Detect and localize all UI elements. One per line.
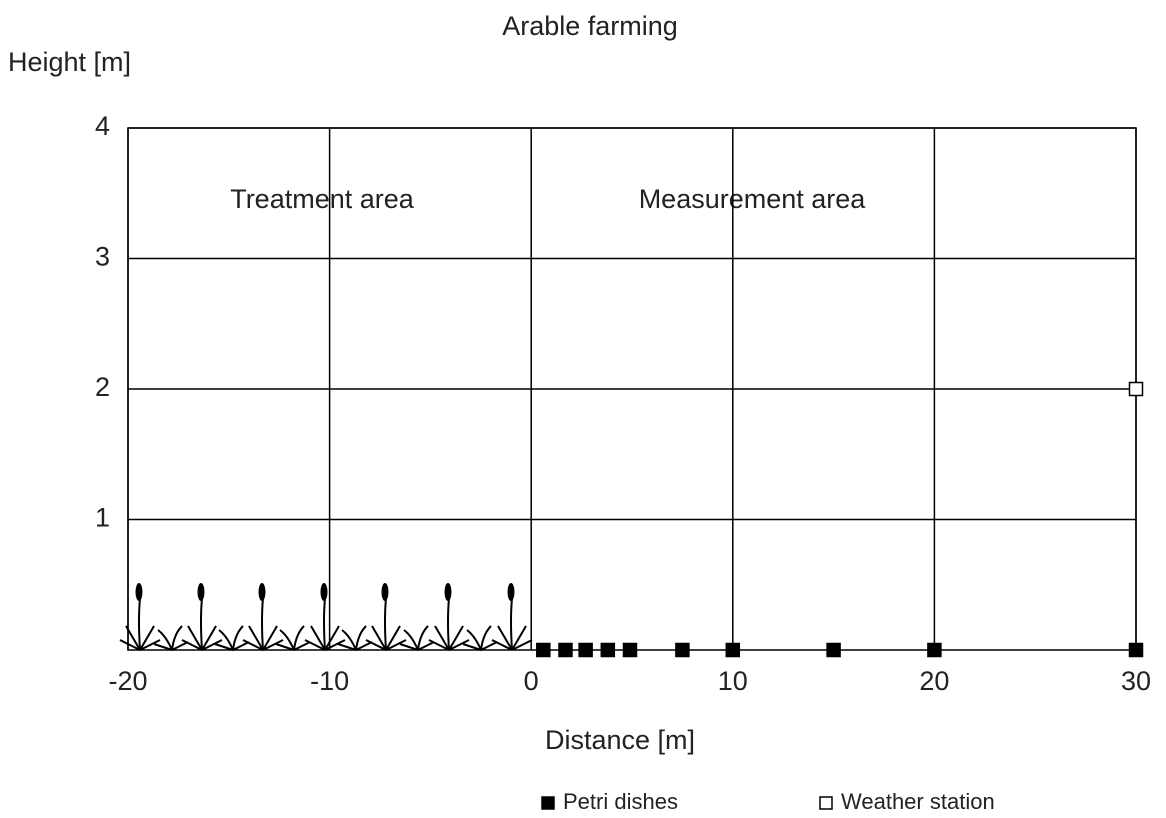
x-axis-label: Distance [m] bbox=[545, 725, 695, 755]
plant-ear bbox=[444, 583, 452, 601]
y-tick-label: 2 bbox=[95, 372, 110, 402]
plant-small bbox=[462, 625, 498, 651]
legend-label: Petri dishes bbox=[563, 789, 678, 814]
plant-leaves bbox=[304, 625, 346, 651]
marker bbox=[600, 642, 616, 658]
plant-ear bbox=[507, 583, 515, 601]
plant-leaves bbox=[181, 625, 223, 651]
plant-ear bbox=[135, 583, 143, 601]
marker bbox=[1128, 381, 1144, 397]
chart-title: Arable farming bbox=[502, 11, 678, 41]
marker bbox=[536, 642, 551, 658]
x-tick-label: 30 bbox=[1121, 666, 1151, 696]
plant-small bbox=[399, 625, 435, 651]
marker bbox=[927, 642, 942, 658]
crop-illustration bbox=[119, 583, 533, 651]
legend-marker bbox=[819, 796, 833, 810]
plant-ear bbox=[320, 583, 328, 601]
plant-leaves bbox=[428, 625, 470, 651]
plant bbox=[323, 597, 326, 651]
plant bbox=[200, 597, 203, 651]
y-tick-label: 3 bbox=[95, 242, 110, 272]
marker bbox=[675, 642, 690, 658]
marker bbox=[622, 642, 638, 658]
marker bbox=[558, 642, 573, 658]
marker bbox=[826, 642, 841, 658]
plant-leaves bbox=[365, 625, 407, 651]
legend-marker bbox=[541, 796, 555, 810]
annotation: Measurement area bbox=[639, 184, 867, 214]
plant-ear bbox=[258, 583, 266, 601]
plant-small bbox=[214, 625, 250, 651]
x-tick-label: -10 bbox=[310, 666, 349, 696]
plant-small bbox=[153, 625, 189, 651]
marker bbox=[578, 642, 593, 658]
y-tick-label: 4 bbox=[95, 111, 110, 141]
marker bbox=[1128, 642, 1144, 658]
plant bbox=[510, 597, 513, 651]
plant-ear bbox=[381, 583, 389, 601]
plant-small bbox=[275, 625, 311, 651]
plant bbox=[447, 597, 450, 651]
marker bbox=[725, 642, 741, 658]
plant-leaves bbox=[119, 625, 161, 651]
y-tick-label: 1 bbox=[95, 503, 110, 533]
plant bbox=[138, 597, 141, 651]
plant-ear bbox=[197, 583, 205, 601]
x-tick-label: -20 bbox=[108, 666, 147, 696]
x-tick-label: 20 bbox=[919, 666, 949, 696]
x-tick-label: 10 bbox=[718, 666, 748, 696]
x-tick-label: 0 bbox=[524, 666, 539, 696]
y-axis-label: Height [m] bbox=[8, 47, 131, 77]
plant bbox=[261, 597, 264, 651]
plant-small bbox=[337, 625, 373, 651]
plant bbox=[384, 597, 387, 651]
plant-leaves bbox=[491, 625, 533, 651]
legend-label: Weather station bbox=[841, 789, 995, 814]
annotation: Treatment area bbox=[230, 184, 415, 214]
plant-leaves bbox=[242, 625, 284, 651]
